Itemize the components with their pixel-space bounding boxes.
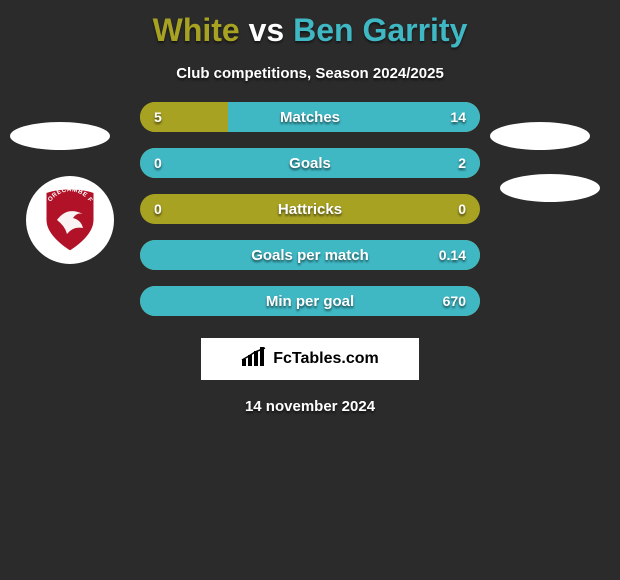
page-title: White vs Ben Garrity	[0, 12, 620, 49]
bar-track	[140, 240, 480, 270]
brand-text: FcTables.com	[273, 350, 379, 368]
right-club-ellipse-2	[500, 174, 600, 202]
vs-label: vs	[249, 12, 285, 48]
date-label: 14 november 2024	[0, 398, 620, 415]
stat-row: Min per goal670	[140, 286, 480, 316]
stat-row: Matches514	[140, 102, 480, 132]
bar-left	[140, 102, 228, 132]
bar-track	[140, 194, 480, 224]
player1-name: White	[153, 12, 240, 48]
shield-icon: MORECAMBE FC	[41, 186, 99, 254]
stat-row: Goals02	[140, 148, 480, 178]
subtitle: Club competitions, Season 2024/2025	[0, 65, 620, 82]
right-club-ellipse-1	[490, 122, 590, 150]
bar-right	[228, 102, 480, 132]
bar-right	[140, 286, 480, 316]
bar-track	[140, 286, 480, 316]
bar-right	[140, 148, 480, 178]
stat-row: Goals per match0.14	[140, 240, 480, 270]
bar-track	[140, 102, 480, 132]
bar-chart-icon	[241, 347, 267, 372]
stat-row: Hattricks00	[140, 194, 480, 224]
brand-box[interactable]: FcTables.com	[201, 338, 419, 380]
bar-right	[140, 240, 480, 270]
player2-name: Ben Garrity	[293, 12, 467, 48]
left-club-ellipse	[10, 122, 110, 150]
left-club-crest: MORECAMBE FC	[26, 176, 114, 264]
bar-track	[140, 148, 480, 178]
